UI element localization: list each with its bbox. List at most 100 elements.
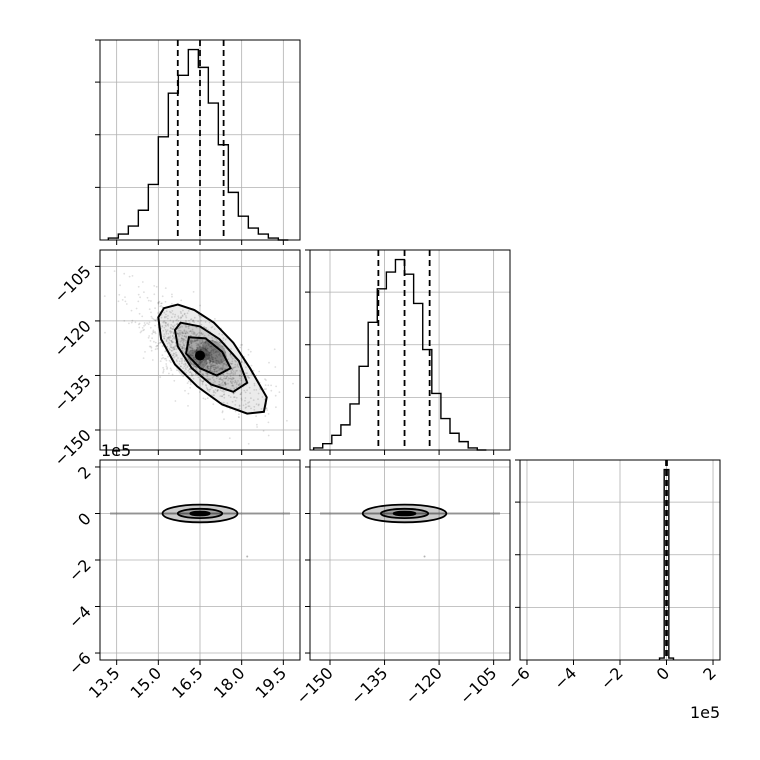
sample-point — [205, 354, 208, 357]
sample-point — [160, 316, 163, 319]
sample-point — [194, 340, 197, 343]
sample-point — [193, 338, 196, 341]
sample-point — [230, 382, 233, 384]
sample-point — [258, 370, 261, 373]
sample-point — [171, 341, 174, 343]
sample-point — [213, 368, 216, 370]
sample-point — [216, 356, 219, 358]
sample-point — [171, 325, 174, 328]
sample-point — [219, 389, 222, 391]
sample-point — [252, 399, 255, 401]
sample-point — [164, 335, 166, 337]
sample-point — [183, 346, 185, 349]
sample-point — [169, 319, 172, 322]
sample-point — [152, 329, 155, 332]
sample-point — [247, 442, 250, 445]
sample-point — [189, 368, 191, 370]
sample-point — [201, 338, 203, 341]
sample-point — [233, 366, 236, 369]
sample-point — [231, 362, 234, 365]
sample-point — [208, 390, 211, 393]
sample-point — [275, 406, 277, 409]
sample-point — [216, 360, 219, 362]
sample-point — [180, 316, 182, 318]
sample-point — [209, 351, 211, 354]
sample-point — [156, 344, 159, 347]
sample-point — [150, 300, 152, 302]
sample-point — [204, 321, 207, 323]
sample-point — [227, 377, 230, 380]
sample-point — [211, 358, 213, 361]
sample-point — [204, 341, 207, 343]
sample-point — [171, 328, 174, 331]
sample-point — [185, 330, 188, 333]
sample-point — [229, 362, 231, 365]
sample-point — [121, 299, 124, 301]
marks-layer — [107, 40, 675, 660]
sample-point — [212, 352, 215, 355]
sample-point — [248, 377, 251, 379]
sample-point — [173, 337, 176, 340]
sample-point — [210, 354, 212, 356]
sample-point — [154, 324, 157, 327]
sample-point — [255, 415, 257, 418]
sample-point — [245, 366, 247, 369]
sample-point — [218, 354, 221, 356]
sample-point — [244, 407, 247, 409]
sample-point — [189, 386, 192, 389]
sample-point — [117, 300, 120, 303]
sample-point — [205, 340, 207, 342]
sample-point — [171, 342, 174, 344]
sample-point — [172, 337, 175, 339]
sample-point — [146, 296, 149, 299]
sample-point — [213, 391, 216, 393]
sample-point — [184, 332, 187, 335]
sample-point — [212, 366, 215, 369]
sample-point — [190, 347, 192, 349]
sample-point — [179, 343, 182, 346]
x-tick-label: 15.0 — [127, 663, 166, 702]
sample-point — [177, 316, 180, 319]
sample-point — [229, 396, 232, 398]
sample-point — [190, 372, 193, 375]
sample-point — [191, 348, 194, 351]
sample-point — [230, 372, 232, 375]
sample-point — [195, 334, 198, 336]
sample-point — [275, 385, 277, 388]
sample-point — [164, 321, 166, 324]
sample-point — [231, 384, 234, 387]
sample-point — [191, 374, 193, 377]
sample-point — [164, 328, 167, 331]
sample-point — [212, 364, 215, 367]
sample-point — [195, 339, 198, 342]
sample-point — [178, 363, 181, 365]
sample-point — [214, 348, 217, 351]
sample-point — [139, 296, 142, 299]
sample-point — [196, 326, 198, 329]
sample-point — [198, 332, 201, 334]
sample-point — [227, 382, 229, 385]
y-tick-label: −105 — [50, 262, 95, 307]
sample-point — [216, 390, 219, 392]
sample-point — [188, 346, 191, 349]
sample-point — [172, 321, 175, 324]
sample-point — [423, 555, 426, 558]
sample-point — [192, 357, 195, 360]
sample-point — [166, 366, 169, 369]
sample-point — [180, 339, 183, 342]
sample-point — [194, 365, 197, 368]
sample-point — [199, 361, 202, 364]
sample-point — [179, 331, 181, 334]
sample-point — [172, 332, 175, 334]
sample-point — [193, 349, 196, 351]
sample-point — [230, 370, 233, 373]
sample-point — [195, 349, 198, 352]
sample-point — [134, 321, 137, 324]
sample-point — [222, 383, 224, 386]
sample-point — [188, 319, 190, 322]
y-tick-label: −135 — [50, 371, 95, 416]
sample-point — [180, 337, 183, 340]
sample-point — [238, 413, 240, 415]
sample-point — [193, 333, 196, 336]
sample-point — [179, 317, 182, 320]
